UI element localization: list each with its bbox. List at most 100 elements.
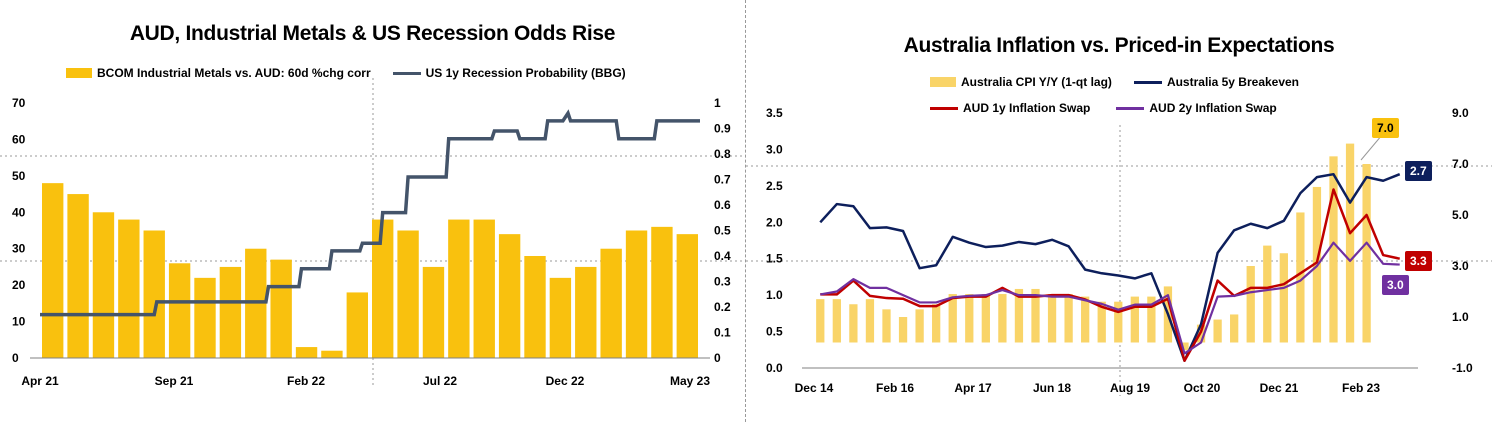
bar-cpi [865,299,875,343]
right-chart-right-tick-label: 7.0 [1452,157,1469,171]
right-chart-panel: Australia Inflation vs. Priced-in Expect… [746,0,1492,422]
bar-bcom-corr [372,219,394,358]
left-chart-plot: 0 10 20 30 40 50 60 70 0 0.1 0.2 0.3 0.4 0.5 0.6 0.7 0.8… [0,78,745,388]
bar-cpi [1213,319,1222,343]
legend-swatch-bcom [66,68,92,78]
bar-bcom-corr [321,350,343,358]
right-y-tick-label: 0.6 [714,198,731,212]
bar-cpi [898,317,908,343]
left-x-tick-label: Apr 21 [21,374,59,388]
legend-item-breakeven: Australia 5y Breakeven [1133,75,1300,89]
right-x-tick-label: Dec 14 [795,381,834,395]
legend-swatch-2y-swap [1116,106,1145,110]
bar-cpi [816,299,825,343]
right-chart-left-tick-label: 1.0 [766,288,783,302]
legend-label-bcom: BCOM Industrial Metals vs. AUD: 60d %chg… [97,66,371,80]
callout-1y-swap-last: 3.3 [1405,251,1432,271]
bar-bcom-corr [270,259,292,358]
line-aus-5y-breakeven [819,172,1401,362]
right-y-tick-label: 0.9 [714,122,731,136]
bar-cpi [1230,314,1239,343]
bar-bcom-corr [168,263,191,358]
right-x-tick-label: Oct 20 [1184,381,1221,395]
bar-bcom-corr [524,256,546,358]
left-chart-legend: BCOM Industrial Metals vs. AUD: 60d %chg… [66,66,648,80]
bar-cpi [1263,245,1272,343]
legend-swatch-recession [392,71,421,75]
right-y-tick-label: 0.7 [714,173,731,187]
right-chart-title: Australia Inflation vs. Priced-in Expect… [903,34,1335,57]
bar-cpi [1130,296,1139,343]
bar-cpi [948,294,957,343]
right-x-tick-label: Jun 18 [1033,381,1071,395]
legend-swatch-1y-swap [930,106,958,110]
right-chart-left-tick-label: 2.5 [766,179,783,193]
bar-cpi [1114,301,1123,343]
bar-cpi [981,294,990,343]
bar-cpi [932,304,941,343]
legend-label-cpi: Australia CPI Y/Y (1-qt lag) [961,75,1112,89]
right-chart-right-tick-label: 9.0 [1452,106,1469,120]
right-x-tick-label: Apr 17 [954,381,992,395]
legend-label-recession: US 1y Recession Probability (BBG) [425,66,626,80]
bar-cpi [1329,156,1338,343]
bar-bcom-corr [498,234,521,358]
legend-item-recession: US 1y Recession Probability (BBG) [392,66,626,80]
callout-cpi-connector [1360,134,1383,161]
bar-bcom-corr [397,230,419,358]
callout-2y-swap-last: 3.0 [1382,275,1409,295]
bar-cpi [882,309,891,343]
left-chart-title: AUD, Industrial Metals & US Recession Od… [129,22,616,45]
right-y-tick-label: 0.2 [714,300,731,314]
line-aud-2y-swap [820,241,1400,355]
bar-bcom-corr [600,248,622,358]
bar-bcom-corr [92,212,115,358]
panel-divider [745,0,746,422]
right-chart-left-tick-label: 1.5 [766,252,783,266]
bar-cpi [1345,143,1355,343]
right-chart-legend-row2: AUD 1y Inflation Swap AUD 2y Inflation S… [930,101,1299,115]
legend-item-2y-swap: AUD 2y Inflation Swap [1116,101,1277,115]
callout-cpi-last: 7.0 [1372,118,1399,138]
bar-bcom-corr [651,226,673,358]
bar-cpi [1246,266,1255,343]
right-chart-right-tick-label: 3.0 [1452,259,1469,273]
bar-bcom-corr [42,183,64,358]
bar-cpi [1064,294,1073,343]
right-chart-left-tick-label: 3.5 [766,106,783,120]
left-x-tick-label: Dec 22 [546,374,585,388]
bar-bcom-corr [67,194,89,358]
right-chart-left-tick-label: 0.5 [766,325,783,339]
bar-bcom-corr [295,347,318,358]
legend-label-breakeven: Australia 5y Breakeven [1166,75,1300,89]
line-recession-probability [40,109,700,317]
bar-cpi [1097,301,1106,343]
legend-item-1y-swap: AUD 1y Inflation Swap [930,101,1090,115]
bar-cpi [1296,212,1305,343]
line-aud-1y-swap [820,188,1400,362]
bar-cpi [1081,296,1090,343]
legend-item-cpi: Australia CPI Y/Y (1-qt lag) [930,75,1112,89]
bar-bcom-corr [676,234,698,358]
bar-cpi [965,294,974,343]
bar-bcom-corr [118,219,140,358]
legend-label-2y-swap: AUD 2y Inflation Swap [1149,101,1277,115]
right-chart-left-tick-label: 2.0 [766,215,783,229]
right-y-tick-label: 1 [714,96,721,110]
right-y-tick-label: 0.8 [714,147,731,161]
left-x-tick-label: May 23 [670,374,710,388]
left-y-tick-label: 50 [12,169,26,183]
right-chart-right-tick-label: -1.0 [1452,361,1473,375]
right-y-tick-label: 0.5 [714,224,731,238]
right-x-tick-label: Feb 16 [876,381,914,395]
left-y-tick-label: 10 [12,315,26,329]
right-y-tick-label: 0.3 [714,275,731,289]
right-y-tick-label: 0.1 [714,326,731,340]
bar-bcom-corr [219,266,242,358]
bar-cpi [998,294,1007,343]
bar-bcom-corr [575,266,597,358]
right-chart-right-tick-label: 5.0 [1452,208,1469,222]
legend-label-1y-swap: AUD 1y Inflation Swap [963,101,1091,115]
bar-cpi [915,309,924,343]
bar-bcom-corr [194,277,216,358]
